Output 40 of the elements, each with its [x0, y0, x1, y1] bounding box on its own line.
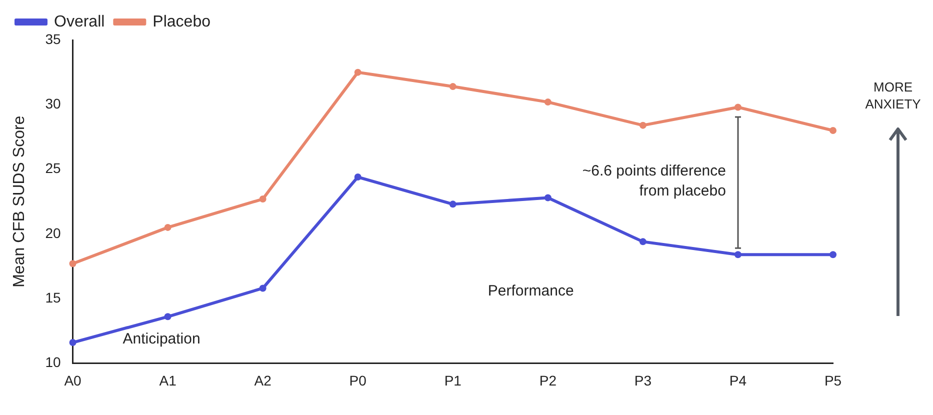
- point: [734, 104, 742, 111]
- point: [69, 339, 76, 346]
- point: [830, 251, 836, 258]
- legend-label: Placebo: [152, 13, 211, 30]
- point: [69, 260, 76, 268]
- point: [544, 98, 552, 106]
- annotation: Anticipation: [122, 330, 200, 348]
- x-tick-label: P0: [349, 372, 367, 388]
- point: [164, 224, 172, 231]
- x-tick-label: P2: [539, 372, 557, 388]
- x-tick-label: A1: [159, 372, 177, 388]
- x-tick-label: P3: [634, 372, 652, 388]
- annotation: ~6.6 points difference from placebo: [582, 162, 726, 200]
- point: [354, 174, 362, 181]
- text: MORE ANXIETY: [865, 80, 922, 112]
- point: [259, 284, 266, 292]
- y-tick-label: 30: [45, 96, 61, 112]
- x-tick-label: A0: [64, 372, 82, 388]
- point: [830, 126, 836, 134]
- x-tick-label: P4: [729, 372, 747, 388]
- y-tick-label: 25: [45, 160, 61, 176]
- point: [449, 200, 456, 208]
- x-tick-label: A2: [254, 372, 272, 388]
- y-tick-label: 15: [45, 289, 61, 306]
- y-axis-title: Mean CFB SUDS Score: [11, 116, 28, 288]
- y-tick-label: 20: [45, 224, 61, 241]
- point: [449, 83, 456, 90]
- legend-label: Overall: [54, 13, 105, 30]
- point: [354, 68, 362, 76]
- point: [164, 313, 172, 320]
- x-tick-label: P1: [444, 372, 462, 388]
- point: [259, 196, 266, 203]
- point: [639, 238, 646, 246]
- x-tick-label: P5: [824, 372, 842, 388]
- point: [639, 122, 646, 129]
- point: [544, 194, 552, 202]
- y-tick-label: 10: [45, 354, 61, 370]
- annotation: Performance: [488, 282, 574, 300]
- y-tick-label: 35: [45, 30, 61, 47]
- point: [734, 251, 742, 258]
